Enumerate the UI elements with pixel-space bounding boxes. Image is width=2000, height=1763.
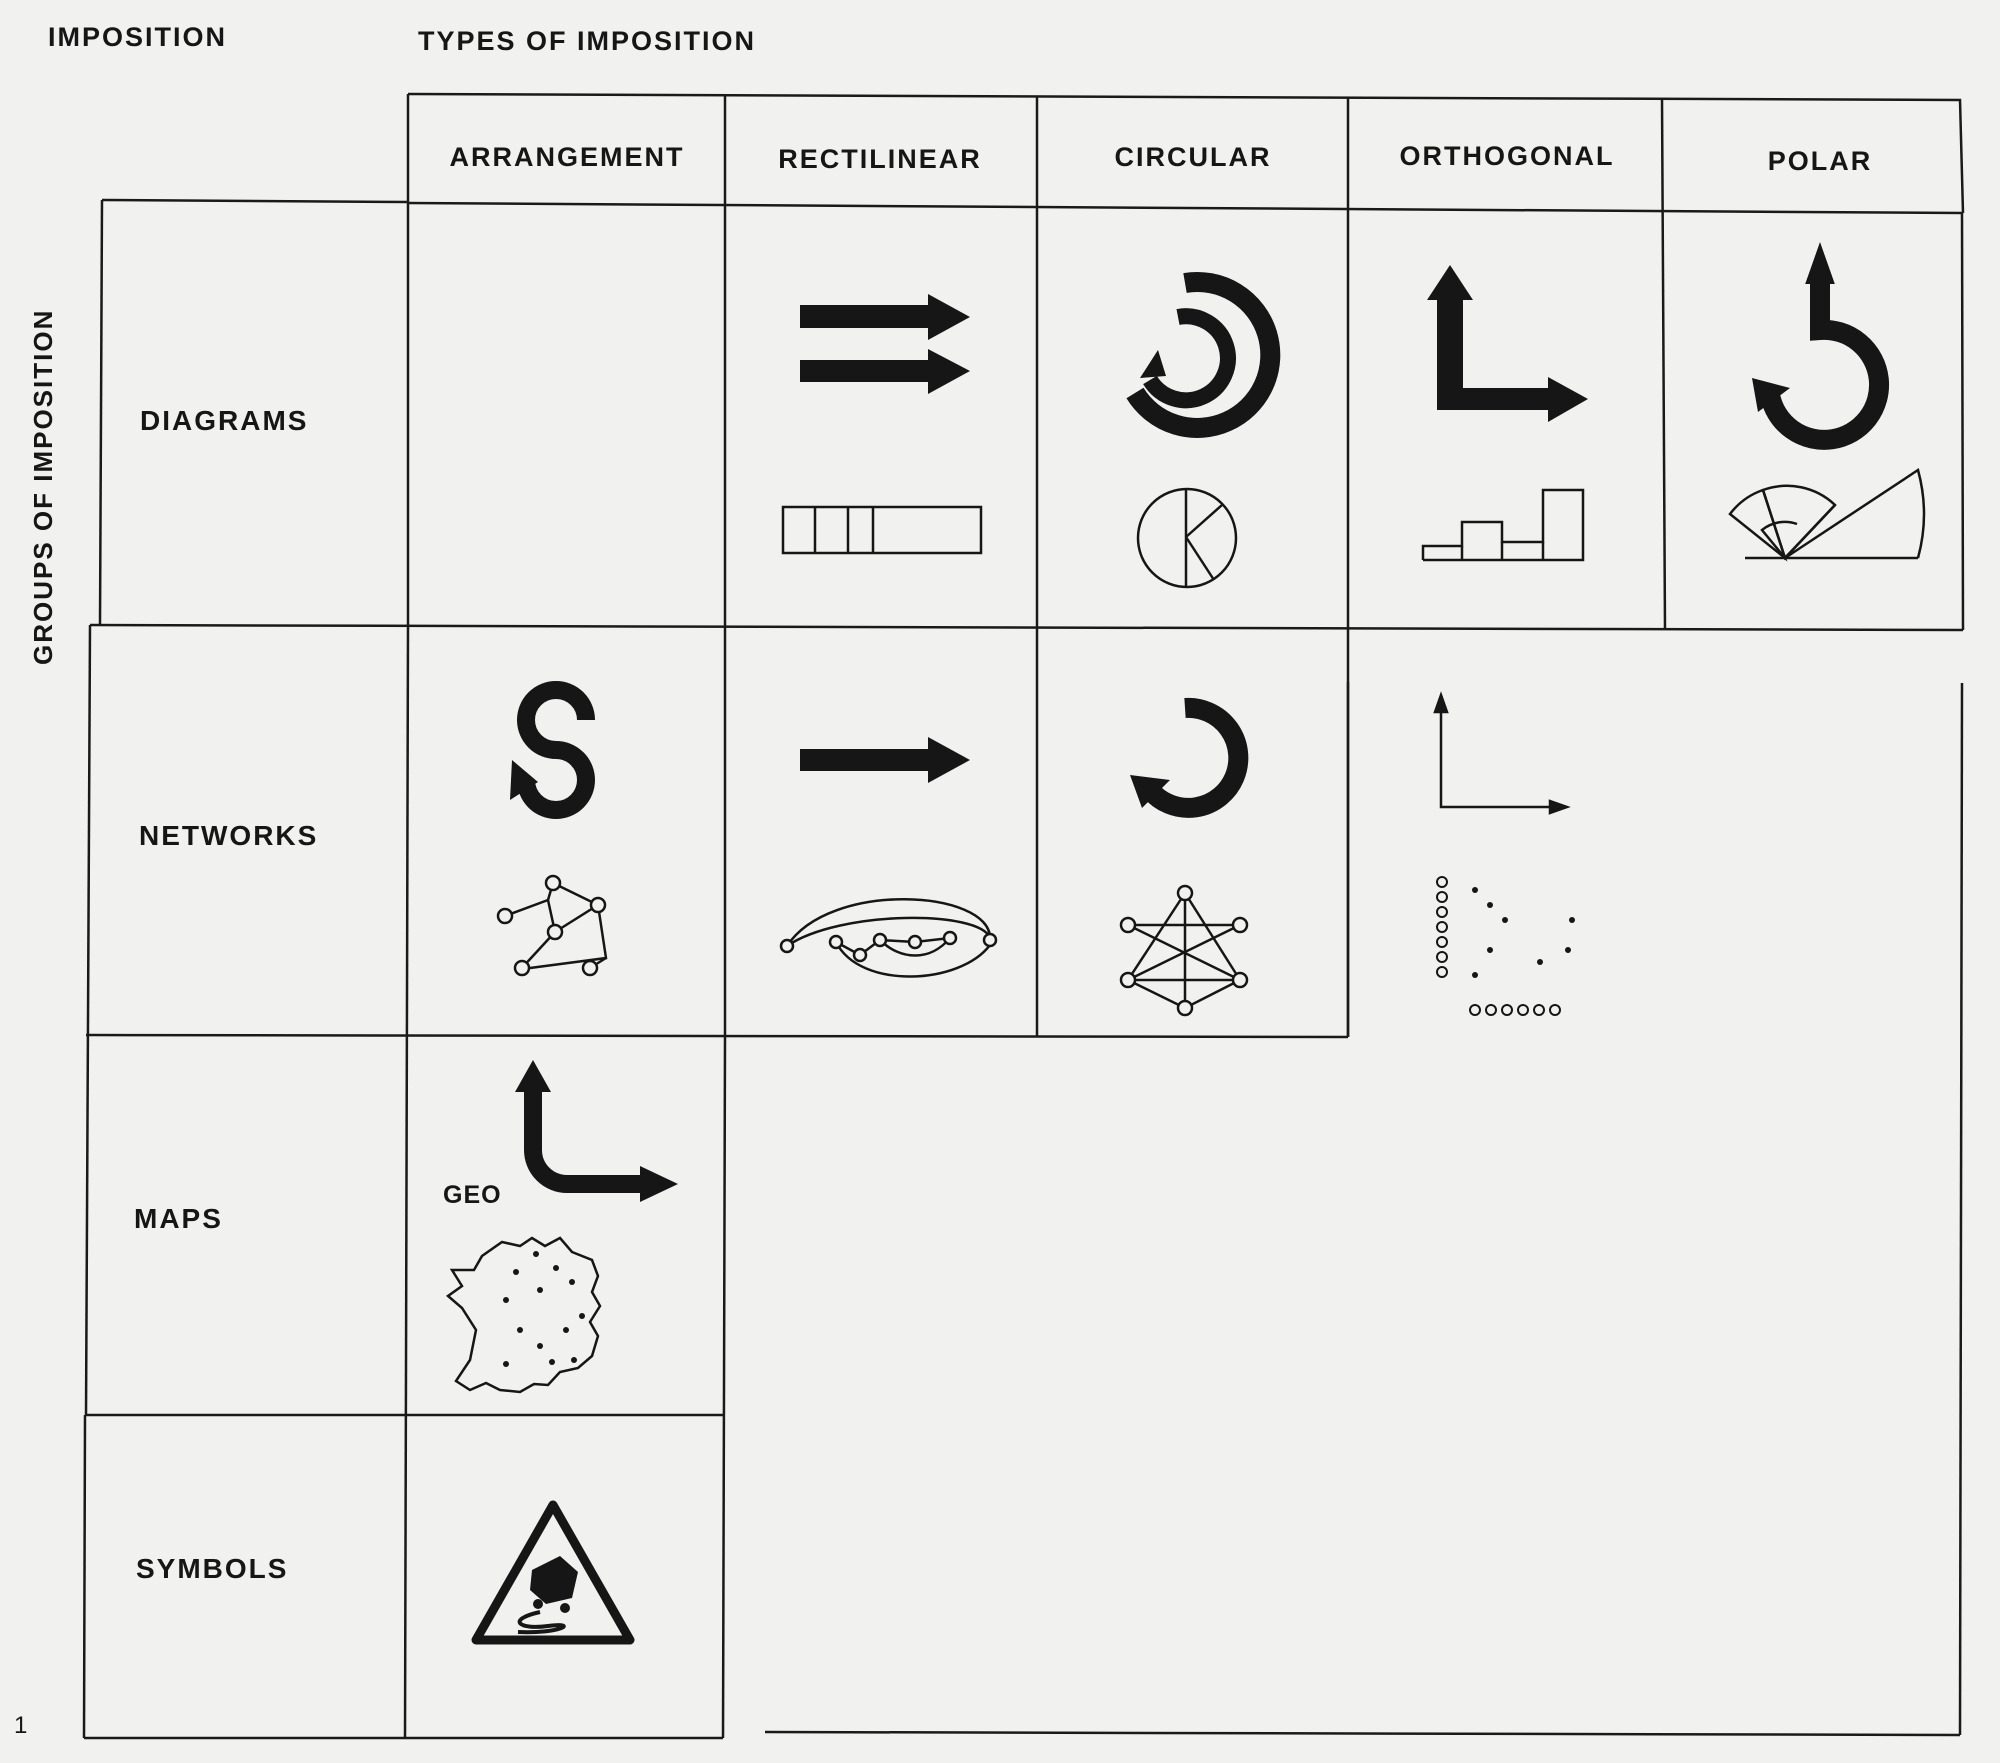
france-map-icon [445, 1236, 602, 1394]
column-header-rectilinear: RECTILINEAR [778, 144, 982, 174]
dot-matrix-icon [1436, 876, 1575, 1016]
pie-chart-icon [1136, 487, 1238, 589]
row-header-diagrams: DIAGRAMS [140, 405, 309, 436]
types-of-imposition-header: TYPES OF IMPOSITION [418, 26, 757, 56]
radial-network-icon [1119, 884, 1249, 1017]
thin-axes-arrow-icon [1433, 691, 1571, 815]
s-curve-arrow-icon [510, 681, 595, 819]
concentric-arcs-icon [1126, 271, 1281, 438]
page-number: 1 [14, 1712, 28, 1739]
network-graph-icon [496, 874, 608, 977]
arc-network-icon [779, 898, 998, 978]
polar-arrow-icon [1752, 241, 1890, 450]
segmented-bar-icon [781, 505, 983, 555]
geo-label: GEO [443, 1181, 502, 1209]
column-header-arrangement: ARRANGEMENT [449, 142, 685, 172]
circular-arrow-icon [1130, 697, 1249, 818]
orthogonal-axes-arrow-icon [1427, 265, 1588, 422]
double-arrow-icon [800, 294, 970, 394]
polar-sectors-icon [1728, 468, 1926, 562]
histogram-icon [1421, 488, 1585, 562]
row-header-networks: NETWORKS [139, 820, 319, 851]
row-header-symbols: SYMBOLS [136, 1553, 289, 1584]
single-arrow-icon [800, 737, 970, 783]
column-header-orthogonal: ORTHOGONAL [1399, 141, 1615, 171]
column-header-polar: POLAR [1767, 146, 1873, 176]
geo-arrow-icon [515, 1060, 678, 1202]
row-header-maps: MAPS [134, 1203, 223, 1234]
column-header-circular: CIRCULAR [1114, 142, 1272, 172]
imposition-header: IMPOSITION [48, 22, 228, 52]
slippery-road-sign-icon [471, 1500, 635, 1645]
